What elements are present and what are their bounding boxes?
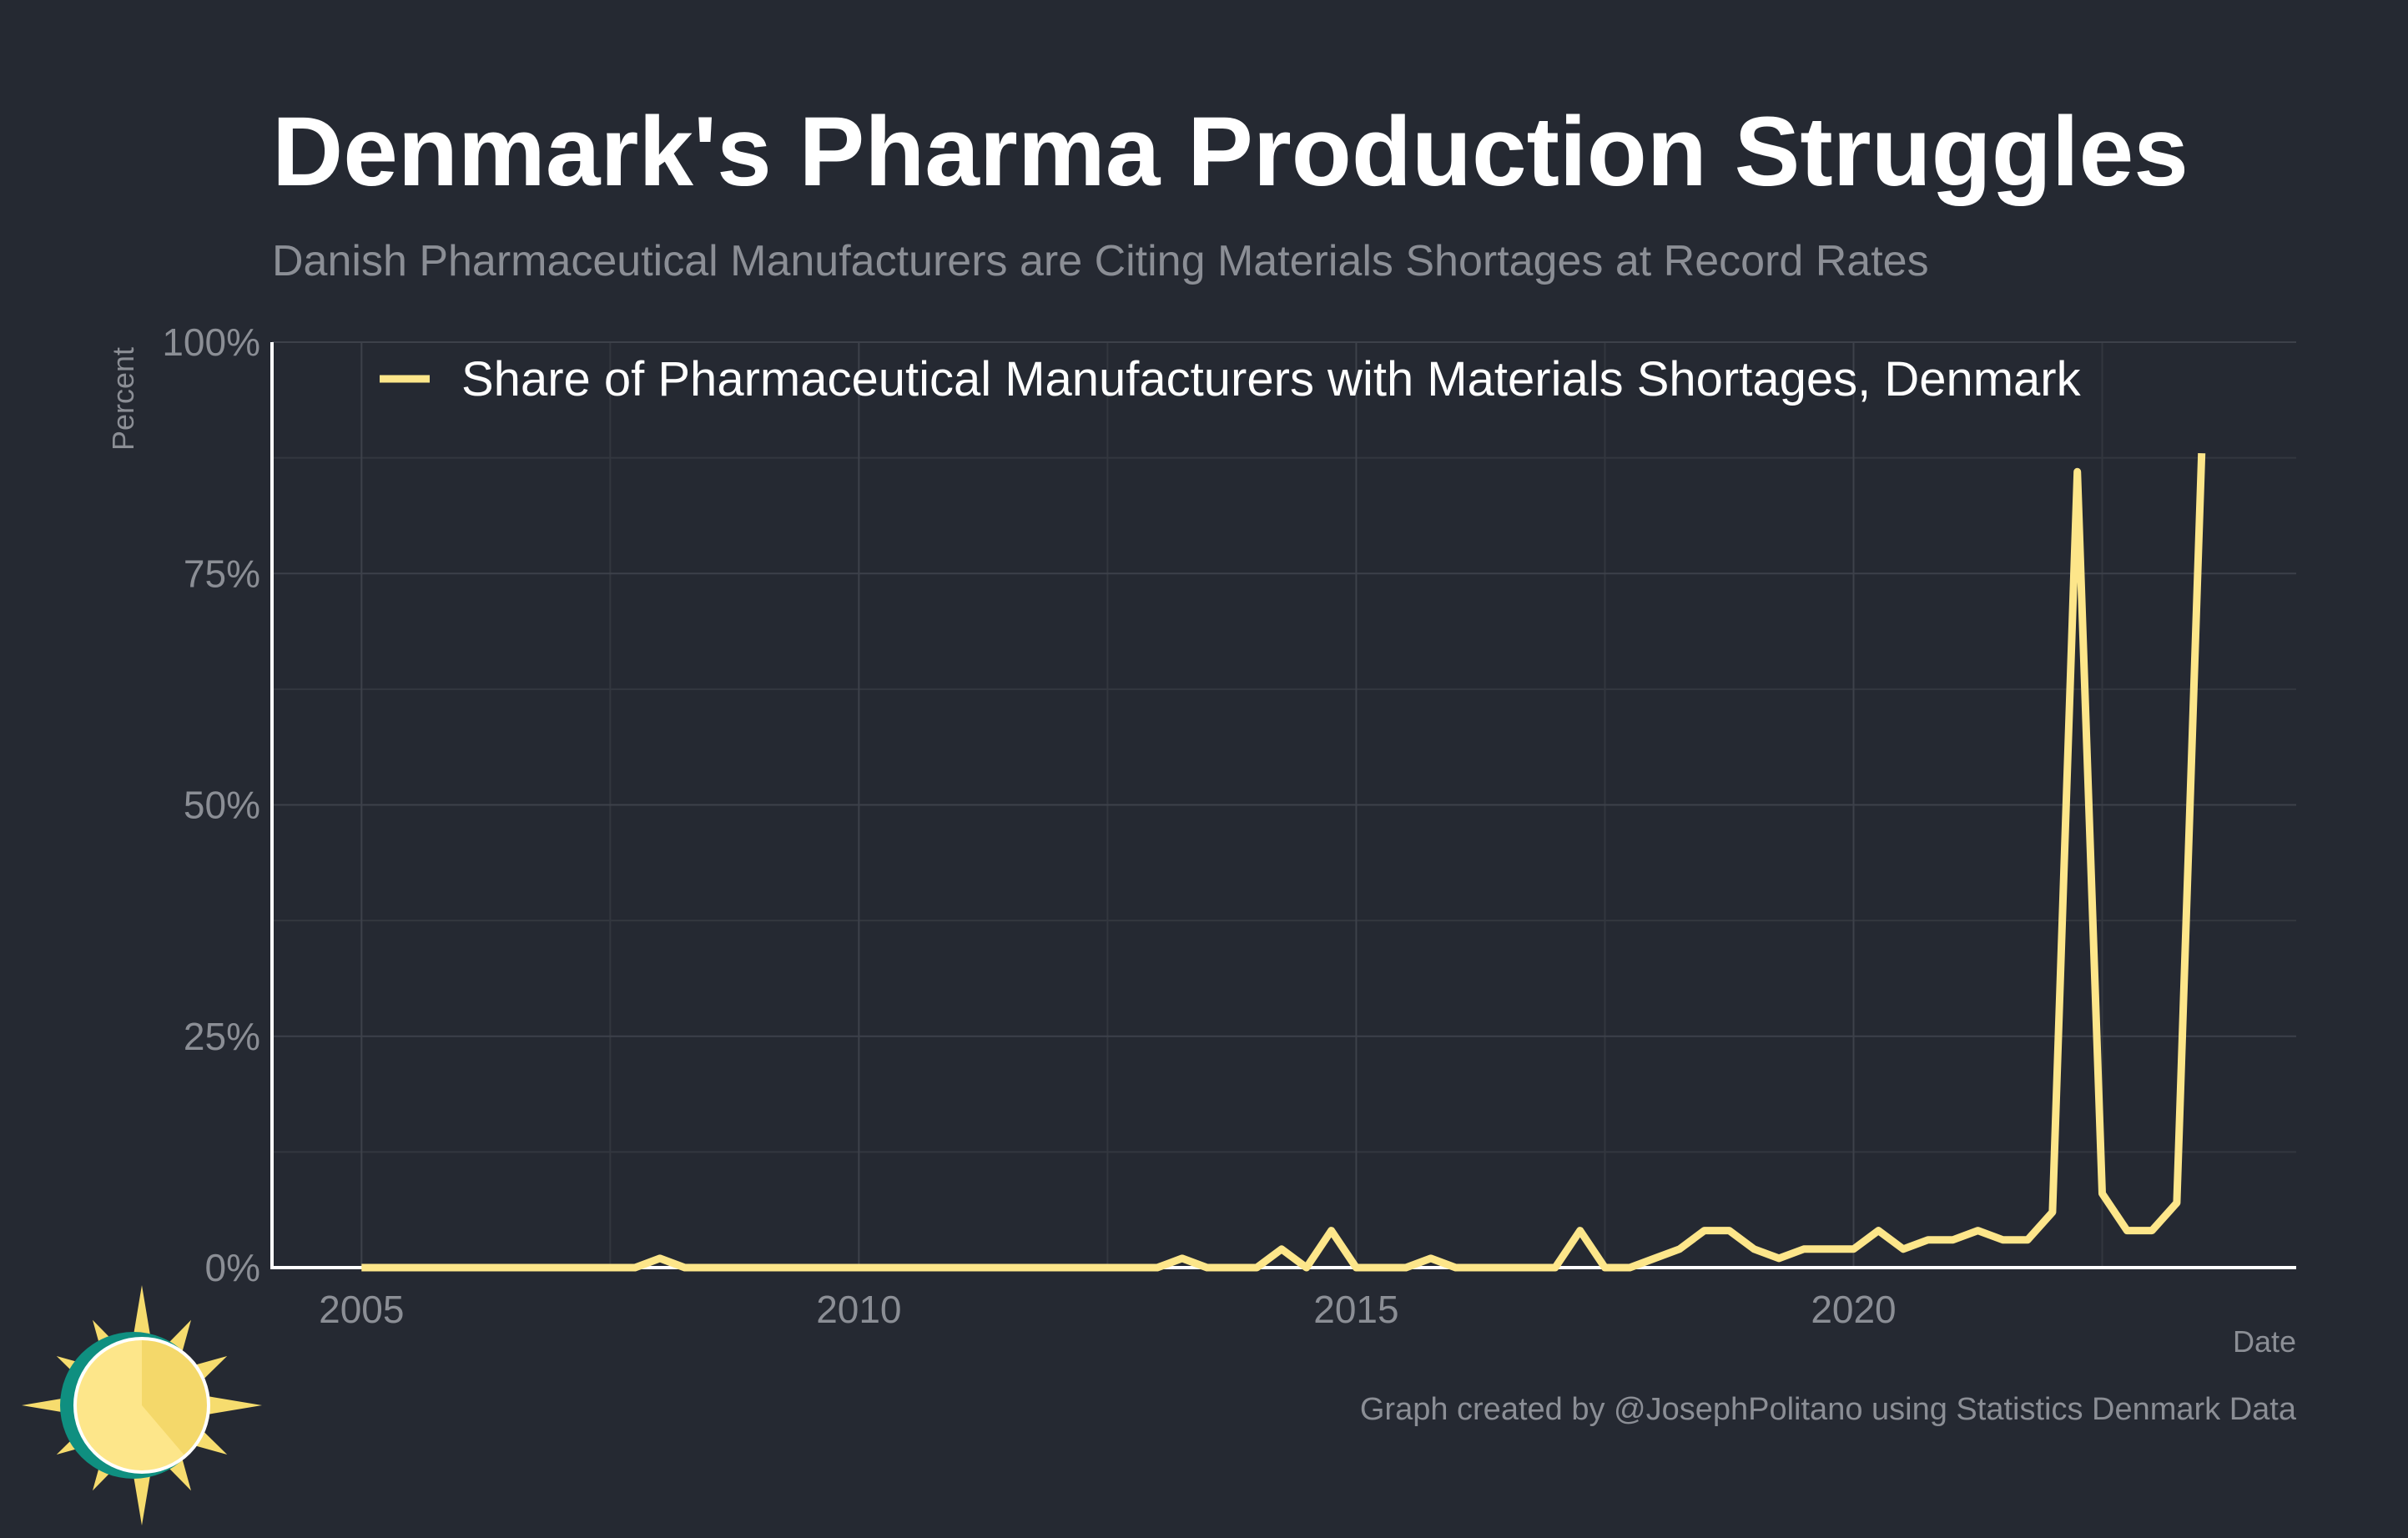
- logo-sun-shade: [142, 1338, 209, 1456]
- sun-ray: [201, 1394, 262, 1416]
- chart-subtitle: Danish Pharmaceutical Manufacturers are …: [272, 237, 1929, 285]
- chart-title: Denmark's Pharma Production Struggles: [272, 97, 2189, 207]
- sun-logo-icon: [22, 1285, 262, 1525]
- y-tick-label: 100%: [162, 320, 260, 364]
- y-axis-ticks: 0% 25% 50% 75% 100%: [162, 320, 260, 1289]
- x-axis-ticks: 2005 2010 2015 2020: [319, 1288, 1897, 1331]
- sun-ray: [131, 1465, 153, 1525]
- y-tick-label: 50%: [184, 784, 260, 827]
- legend-label: Share of Pharmaceutical Manufacturers wi…: [461, 352, 2082, 406]
- logo-sun-outline: [73, 1337, 210, 1474]
- x-axis-label: Date: [2233, 1324, 2296, 1359]
- grid: [272, 341, 2296, 1268]
- sun-ray: [131, 1285, 153, 1346]
- series-layer: [361, 452, 2206, 1272]
- y-axis-label: Percent: [106, 347, 140, 451]
- x-tick-label: 2020: [1811, 1288, 1896, 1331]
- caption: Graph created by @JosephPolitano using S…: [1360, 1392, 2297, 1427]
- y-tick-label: 0%: [205, 1246, 260, 1289]
- y-tick-label: 75%: [184, 552, 260, 595]
- x-tick-label: 2010: [816, 1288, 901, 1331]
- series-line: [361, 452, 2206, 1272]
- x-tick-label: 2015: [1313, 1288, 1398, 1331]
- y-tick-label: 25%: [184, 1015, 260, 1058]
- x-tick-label: 2005: [319, 1288, 404, 1331]
- legend: Share of Pharmaceutical Manufacturers wi…: [380, 352, 2082, 406]
